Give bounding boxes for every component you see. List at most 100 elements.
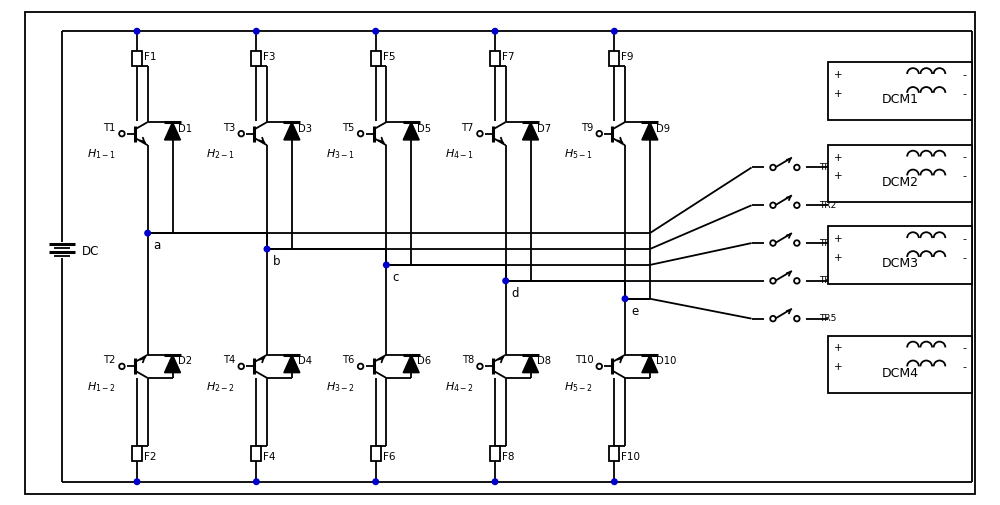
Bar xyxy=(371,446,381,462)
Circle shape xyxy=(358,364,363,370)
Circle shape xyxy=(794,165,800,171)
Text: D5: D5 xyxy=(417,123,431,133)
Text: +: + xyxy=(834,343,843,353)
Text: DCM4: DCM4 xyxy=(882,366,919,379)
Text: T7: T7 xyxy=(462,122,474,132)
Text: D8: D8 xyxy=(537,356,551,366)
Circle shape xyxy=(238,132,244,137)
Text: -: - xyxy=(962,70,966,80)
Text: F2: F2 xyxy=(144,451,156,461)
Text: $H_{1-1}$: $H_{1-1}$ xyxy=(87,147,116,161)
Circle shape xyxy=(770,165,776,171)
Text: T3: T3 xyxy=(223,122,235,132)
Polygon shape xyxy=(284,355,300,373)
Circle shape xyxy=(358,132,363,137)
Text: +: + xyxy=(834,171,843,181)
Circle shape xyxy=(238,364,244,370)
Text: D6: D6 xyxy=(417,356,431,366)
Circle shape xyxy=(596,132,602,137)
Bar xyxy=(371,52,381,66)
Text: $H_{4-1}$: $H_{4-1}$ xyxy=(445,147,474,161)
Text: D4: D4 xyxy=(298,356,312,366)
Text: T8: T8 xyxy=(462,355,474,365)
Text: -: - xyxy=(962,252,966,263)
Circle shape xyxy=(770,203,776,209)
Circle shape xyxy=(770,316,776,322)
Text: $H_{3-1}$: $H_{3-1}$ xyxy=(326,147,355,161)
Text: -: - xyxy=(962,89,966,98)
Text: a: a xyxy=(154,238,161,251)
Circle shape xyxy=(794,278,800,284)
Circle shape xyxy=(373,29,378,35)
Text: D10: D10 xyxy=(656,356,676,366)
Polygon shape xyxy=(642,355,658,373)
Text: -: - xyxy=(962,234,966,243)
Bar xyxy=(132,52,142,66)
Bar xyxy=(490,52,500,66)
Text: +: + xyxy=(834,234,843,243)
Circle shape xyxy=(770,278,776,284)
Text: -: - xyxy=(962,343,966,353)
Circle shape xyxy=(770,241,776,246)
Text: T4: T4 xyxy=(223,355,235,365)
Circle shape xyxy=(596,364,602,370)
Text: F1: F1 xyxy=(144,52,156,62)
Polygon shape xyxy=(642,123,658,141)
Text: T1: T1 xyxy=(104,122,116,132)
Text: TR1: TR1 xyxy=(819,163,837,172)
Text: T10: T10 xyxy=(575,355,593,365)
Text: F5: F5 xyxy=(383,52,395,62)
Text: F3: F3 xyxy=(263,52,276,62)
Text: F4: F4 xyxy=(263,451,276,461)
Text: $H_{4-2}$: $H_{4-2}$ xyxy=(445,380,474,393)
Text: -: - xyxy=(962,171,966,181)
Text: $H_{1-2}$: $H_{1-2}$ xyxy=(87,380,116,393)
Text: F10: F10 xyxy=(621,451,640,461)
Text: TR5: TR5 xyxy=(819,314,837,323)
Circle shape xyxy=(794,203,800,209)
Circle shape xyxy=(254,29,259,35)
Circle shape xyxy=(492,29,498,35)
Circle shape xyxy=(477,364,483,370)
Text: $H_{3-2}$: $H_{3-2}$ xyxy=(326,380,355,393)
Circle shape xyxy=(503,278,508,284)
Circle shape xyxy=(492,479,498,485)
Text: D1: D1 xyxy=(178,123,193,133)
Bar xyxy=(251,52,261,66)
Circle shape xyxy=(612,29,617,35)
Polygon shape xyxy=(523,123,539,141)
Text: d: d xyxy=(512,286,519,299)
Text: $H_{2-2}$: $H_{2-2}$ xyxy=(206,380,235,393)
Text: D7: D7 xyxy=(537,123,551,133)
Circle shape xyxy=(134,479,140,485)
Text: TR4: TR4 xyxy=(819,276,836,285)
Circle shape xyxy=(794,241,800,246)
Text: +: + xyxy=(834,362,843,372)
Text: F6: F6 xyxy=(383,451,395,461)
Circle shape xyxy=(134,29,140,35)
Text: F7: F7 xyxy=(502,52,514,62)
Text: D3: D3 xyxy=(298,123,312,133)
Polygon shape xyxy=(403,355,419,373)
Bar xyxy=(609,446,619,462)
Text: +: + xyxy=(834,89,843,98)
Text: T9: T9 xyxy=(581,122,593,132)
Text: DCM1: DCM1 xyxy=(882,93,919,106)
Text: T2: T2 xyxy=(104,355,116,365)
Bar xyxy=(828,145,972,203)
Circle shape xyxy=(119,132,125,137)
Text: D9: D9 xyxy=(656,123,670,133)
Text: e: e xyxy=(631,304,638,317)
Circle shape xyxy=(145,231,150,236)
Text: $H_{5-2}$: $H_{5-2}$ xyxy=(564,380,593,393)
Text: c: c xyxy=(392,270,399,283)
Text: F9: F9 xyxy=(621,52,634,62)
Circle shape xyxy=(622,296,628,302)
Bar xyxy=(609,52,619,66)
Circle shape xyxy=(373,479,378,485)
Polygon shape xyxy=(165,355,181,373)
Text: T6: T6 xyxy=(342,355,355,365)
Circle shape xyxy=(612,479,617,485)
Text: TR3: TR3 xyxy=(819,238,837,247)
Text: T5: T5 xyxy=(342,122,355,132)
